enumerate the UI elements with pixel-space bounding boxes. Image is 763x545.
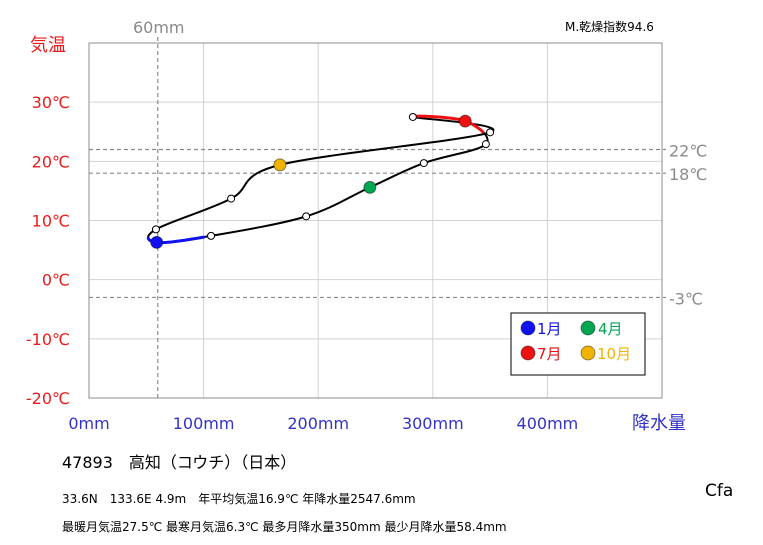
x-tick-label: 200mm	[287, 414, 349, 433]
legend-marker-jan	[520, 320, 536, 336]
data-point-month-7	[458, 114, 472, 128]
data-point-month-8	[408, 112, 417, 121]
station-info-line-1: 33.6N 133.6E 4.9m 年平均気温16.9℃ 年降水量2547.6m…	[62, 491, 416, 506]
legend: 1月 4月 7月 10月	[510, 312, 646, 376]
x-tick-label: 100mm	[173, 414, 235, 433]
legend-entry-jul: 7月	[520, 345, 562, 363]
legend-marker-apr	[580, 320, 596, 336]
y-tick-label: 30℃	[32, 93, 70, 112]
y-tick-label: -20℃	[26, 389, 70, 408]
y-tick-label: -10℃	[26, 330, 70, 349]
reference-label-temperature: 18℃	[669, 165, 707, 184]
data-point-month-6	[481, 140, 490, 149]
legend-box	[510, 312, 646, 376]
reference-label-temperature: -3℃	[669, 289, 703, 308]
y-axis-title: 気温	[30, 35, 66, 56]
y-tick-label: 10℃	[32, 212, 70, 231]
data-point-month-5	[419, 159, 428, 168]
highlight-line-month-7	[411, 114, 485, 134]
legend-entry-jan: 1月	[520, 320, 562, 338]
climate-class: Cfa	[705, 481, 733, 501]
monthly-points	[150, 112, 495, 249]
data-point-month-2	[207, 231, 216, 240]
legend-marker-oct	[580, 345, 596, 361]
data-point-month-1	[150, 235, 164, 249]
legend-label-apr: 4月	[598, 320, 623, 338]
tick-labels: 0mm 100mm 200mm 300mm 400mm 30℃ 20℃ 10℃ 0℃ -10℃ -2…	[26, 93, 578, 433]
legend-label-jan: 1月	[537, 320, 562, 338]
plot-frame	[88, 42, 663, 399]
x-tick-label: 300mm	[402, 414, 464, 433]
y-tick-label: 20℃	[32, 152, 70, 171]
legend-entry-oct: 10月	[580, 345, 631, 363]
x-tick-label: 400mm	[517, 414, 579, 433]
dryness-index: M.乾燥指数94.6	[565, 19, 654, 34]
reference-label-temperature: 22℃	[669, 142, 707, 161]
x-tick-label: 0mm	[68, 414, 109, 433]
x-axis-title: 降水量	[632, 413, 686, 434]
legend-entry-apr: 4月	[580, 320, 623, 338]
data-point-month-4	[363, 180, 377, 194]
y-tick-label: 0℃	[42, 271, 70, 290]
data-point-month-9	[486, 128, 495, 137]
station-title: 47893 高知（コウチ）（日本）	[62, 453, 296, 472]
data-point-month-3	[302, 212, 311, 221]
reference-label-precipitation: 60mm	[133, 18, 185, 37]
data-point-month-12	[151, 225, 160, 234]
data-point-month-10	[273, 158, 287, 172]
legend-label-jul: 7月	[537, 345, 562, 363]
legend-marker-jul	[520, 345, 536, 361]
legend-label-oct: 10月	[597, 345, 631, 363]
data-point-month-11	[227, 194, 236, 203]
highlight-line-month-1	[146, 235, 206, 245]
station-info-line-2: 最暖月気温27.5℃ 最寒月気温6.3℃ 最多月降水量350mm 最少月降水量5…	[62, 519, 507, 534]
